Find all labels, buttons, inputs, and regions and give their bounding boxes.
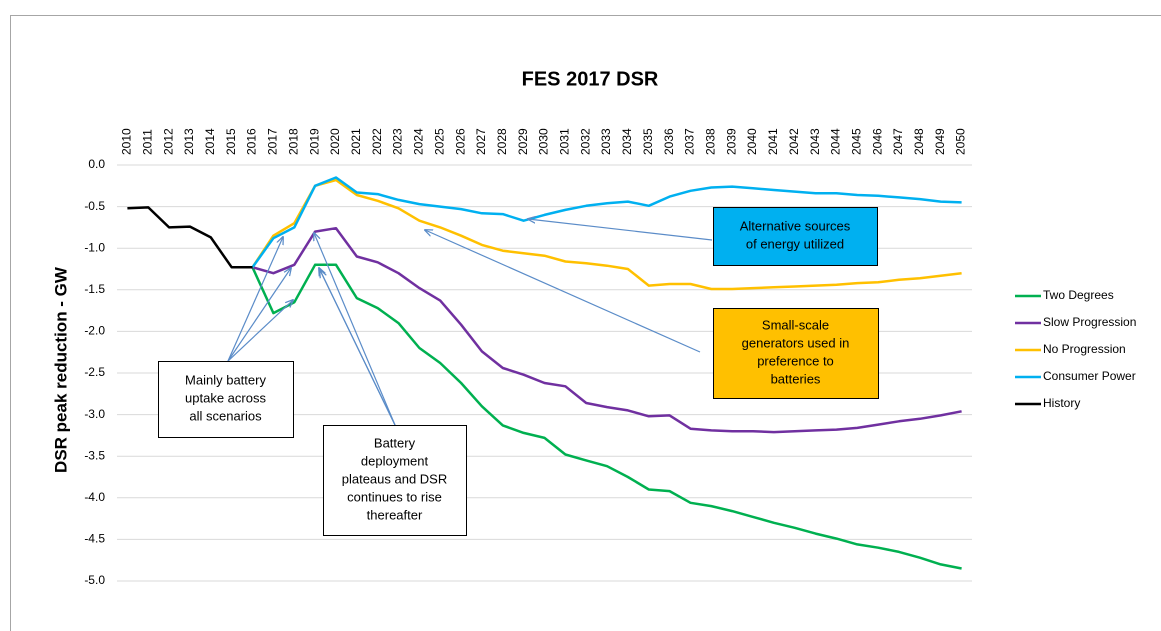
- series-line: [251, 263, 962, 570]
- arrow: [227, 237, 283, 362]
- x-tick-label: 2029: [516, 128, 530, 155]
- x-tick-label: 2011: [140, 129, 154, 155]
- x-tick-label: 2010: [120, 128, 134, 155]
- y-tick-label: -4.5: [84, 532, 105, 546]
- x-tick-label: 2025: [432, 128, 446, 155]
- annotation-text: generators used in: [742, 335, 850, 350]
- x-tick-label: 2021: [349, 128, 363, 155]
- annotation-box: [713, 308, 879, 399]
- series-line: [251, 178, 962, 291]
- series-line: [252, 226, 962, 434]
- x-tick-label: 2033: [599, 128, 613, 155]
- x-tick-label: 2017: [266, 128, 280, 155]
- x-tick-label: 2013: [182, 128, 196, 155]
- annotation-text: preference to: [757, 353, 834, 368]
- y-tick-label: -1.5: [84, 282, 105, 296]
- x-tick-label: 2040: [745, 128, 759, 155]
- x-tick-label: 2035: [641, 128, 655, 155]
- x-tick-label: 2048: [912, 128, 926, 155]
- x-tick-label: 2015: [224, 128, 238, 155]
- x-tick-label: 2046: [870, 128, 884, 155]
- legend-label: Two Degrees: [1043, 288, 1114, 302]
- series-line: [127, 206, 253, 269]
- annotation-text: Small-scale: [762, 317, 829, 332]
- annotation-text: plateaus and DSR: [342, 471, 448, 486]
- series-line: [251, 176, 962, 269]
- y-axis-label: DSR peak reduction - GW: [51, 266, 70, 473]
- annotation-box: [713, 207, 878, 266]
- x-tick-label: 2018: [286, 128, 300, 155]
- y-tick-label: -2.5: [84, 365, 105, 379]
- x-tick-label: 2038: [704, 128, 718, 155]
- x-tick-label: 2016: [245, 128, 259, 155]
- y-tick-label: -2.0: [84, 324, 105, 338]
- x-tick-label: 2043: [808, 128, 822, 155]
- arrow: [227, 268, 291, 362]
- annotation-box: [323, 425, 467, 536]
- annotation-text: thereafter: [367, 507, 423, 522]
- x-tick-label: 2027: [474, 128, 488, 155]
- x-tick-label: 2031: [558, 128, 572, 155]
- arrow: [314, 233, 396, 426]
- arrow: [425, 230, 701, 353]
- annotation-text: uptake across: [185, 390, 266, 405]
- annotation-text: Mainly battery: [185, 372, 266, 387]
- y-tick-label: -4.0: [84, 490, 105, 504]
- legend-label: No Progression: [1043, 342, 1126, 356]
- legend-label: Slow Progression: [1043, 315, 1136, 329]
- chart-title: FES 2017 DSR: [522, 68, 659, 90]
- x-tick-label: 2034: [620, 128, 634, 155]
- y-tick-label: -5.0: [84, 573, 105, 587]
- annotation-text: batteries: [771, 371, 821, 386]
- annotation-box: [158, 361, 294, 438]
- arrow: [528, 219, 713, 241]
- x-tick-label: 2036: [662, 128, 676, 155]
- x-tick-label: 2044: [829, 128, 843, 155]
- y-tick-label: 0.0: [88, 157, 105, 171]
- legend-label: Consumer Power: [1043, 369, 1136, 383]
- x-tick-label: 2022: [370, 128, 384, 155]
- x-tick-label: 2045: [849, 128, 863, 155]
- x-tick-label: 2026: [453, 128, 467, 155]
- legend-label: History: [1043, 396, 1080, 410]
- x-tick-label: 2050: [954, 128, 968, 155]
- annotation-text: continues to rise: [347, 489, 442, 504]
- annotation-text: Battery: [374, 435, 416, 450]
- x-tick-label: 2037: [683, 128, 697, 155]
- y-tick-label: -3.0: [84, 407, 105, 421]
- x-tick-label: 2012: [161, 128, 175, 155]
- annotation-text: deployment: [361, 453, 429, 468]
- arrow: [227, 300, 293, 362]
- annotation-arrows: [227, 219, 713, 426]
- x-tick-label: 2019: [307, 128, 321, 155]
- x-tick-label: 2014: [203, 128, 217, 155]
- x-tick-label: 2041: [766, 128, 780, 155]
- x-tick-label: 2032: [578, 128, 592, 155]
- y-tick-label: -0.5: [84, 199, 105, 213]
- y-tick-label: -3.5: [84, 448, 105, 462]
- annotation-text: Alternative sources: [740, 218, 851, 233]
- x-tick-label: 2030: [537, 128, 551, 155]
- x-tick-label: 2042: [787, 128, 801, 155]
- x-tick-label: 2049: [933, 128, 947, 155]
- arrow: [320, 270, 396, 426]
- x-tick-label: 2023: [391, 128, 405, 155]
- annotation-text: all scenarios: [189, 408, 262, 423]
- x-tick-label: 2020: [328, 128, 342, 155]
- chart-frame: [10, 15, 1161, 631]
- x-tick-label: 2047: [891, 128, 905, 155]
- x-tick-label: 2028: [495, 128, 509, 155]
- x-tick-label: 2039: [724, 128, 738, 155]
- y-tick-label: -1.0: [84, 240, 105, 254]
- x-tick-label: 2024: [412, 128, 426, 155]
- annotation-text: of energy utilized: [746, 236, 844, 251]
